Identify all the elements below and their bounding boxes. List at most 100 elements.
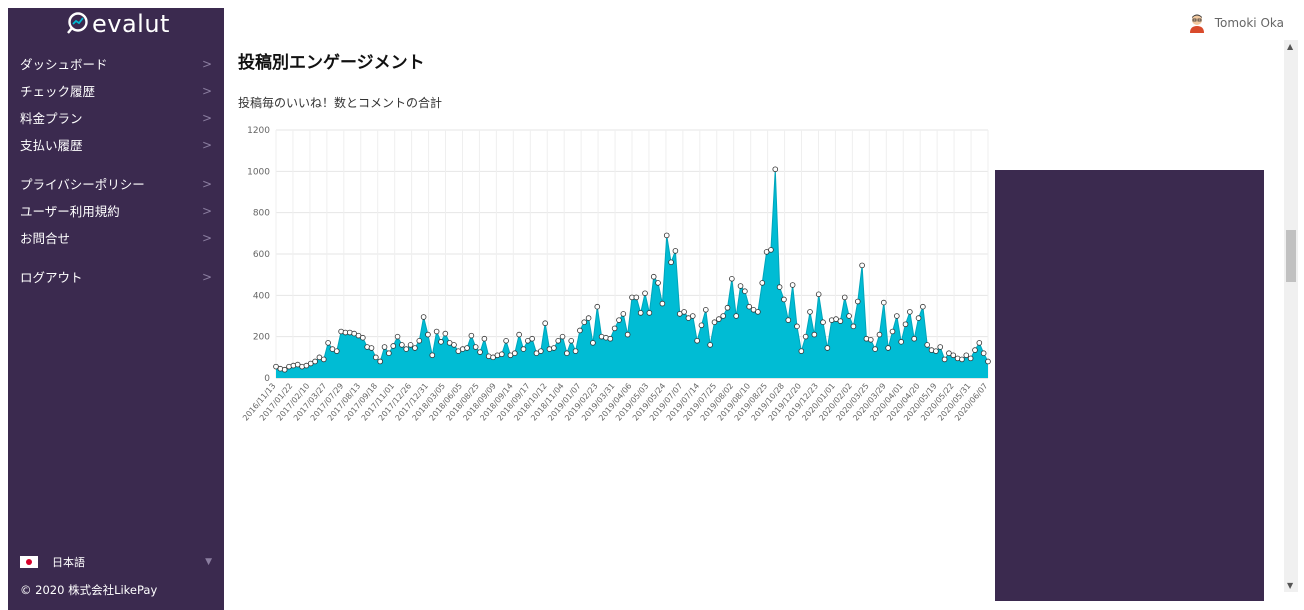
data-point — [399, 342, 405, 348]
scrollbar[interactable]: ▲ ▼ — [1284, 40, 1298, 592]
data-point — [529, 335, 535, 342]
y-tick-label: 400 — [253, 291, 270, 301]
scroll-down-icon[interactable]: ▼ — [1287, 581, 1294, 590]
data-point — [720, 313, 726, 319]
sidebar-item-privacy-policy[interactable]: プライバシーポリシー > — [8, 170, 224, 197]
ad-block — [995, 170, 1264, 601]
data-point — [555, 338, 562, 344]
data-point — [325, 340, 331, 346]
data-point — [772, 166, 779, 173]
data-point — [568, 338, 575, 344]
data-point — [381, 344, 388, 350]
data-point — [498, 351, 505, 358]
y-tick-label: 600 — [253, 250, 270, 260]
sidebar-nav: ダッシュボード > チェック履歴 > 料金プラン > 支払い履歴 > プライバシ… — [8, 50, 224, 290]
data-point — [716, 316, 722, 322]
sidebar-item-dashboard[interactable]: ダッシュボード > — [8, 50, 224, 77]
chevron-right-icon: > — [201, 176, 212, 191]
data-point — [524, 338, 531, 344]
chevron-right-icon: > — [201, 56, 212, 71]
data-point — [837, 318, 844, 324]
data-point — [281, 366, 288, 373]
data-point — [663, 232, 670, 239]
data-point — [642, 290, 648, 297]
chevron-right-icon: > — [201, 269, 212, 284]
data-point — [394, 333, 401, 340]
data-point — [937, 344, 944, 350]
data-point — [794, 323, 800, 330]
data-point — [924, 342, 931, 348]
logo-icon — [67, 12, 88, 34]
data-point — [707, 342, 713, 348]
data-point — [438, 339, 444, 345]
y-tick-label: 200 — [253, 333, 270, 343]
sidebar-item-pricing[interactable]: 料金プラン > — [8, 104, 224, 131]
y-tick-label: 800 — [253, 209, 270, 219]
data-point — [859, 262, 865, 269]
logo[interactable]: evalut — [66, 8, 170, 40]
scroll-up-icon[interactable]: ▲ — [1287, 42, 1294, 51]
language-selector[interactable]: 日本語 ▼ — [20, 554, 212, 570]
data-point — [694, 338, 700, 344]
scrollbar-thumb[interactable] — [1286, 230, 1296, 282]
data-point — [972, 347, 978, 353]
data-point — [746, 303, 753, 310]
data-point — [464, 345, 470, 351]
data-point — [551, 345, 557, 351]
sidebar-item-label: ログアウト — [20, 270, 83, 285]
data-point — [407, 342, 414, 348]
data-point — [676, 311, 683, 317]
data-point — [729, 276, 735, 282]
data-point — [607, 335, 614, 342]
avatar-icon — [1189, 14, 1204, 33]
data-point — [798, 348, 805, 354]
nav-divider — [8, 251, 224, 263]
nav-divider — [8, 158, 224, 170]
data-point — [920, 303, 926, 310]
data-point — [403, 346, 410, 352]
data-point — [511, 350, 518, 357]
data-point — [646, 310, 653, 316]
sidebar-item-label: チェック履歴 — [20, 84, 96, 99]
user-name: Tomoki Oka — [1214, 16, 1284, 30]
data-point — [781, 296, 787, 303]
data-point — [520, 346, 527, 352]
data-point — [386, 350, 392, 357]
data-point — [833, 316, 839, 322]
data-point — [446, 340, 453, 346]
data-point — [850, 323, 857, 330]
data-point — [959, 356, 965, 363]
data-point — [637, 310, 644, 316]
data-point — [633, 294, 640, 301]
data-point — [412, 345, 418, 351]
sidebar-item-payment-history[interactable]: 支払い履歴 > — [8, 131, 224, 158]
sidebar-item-contact[interactable]: お問合せ > — [8, 224, 224, 251]
data-point — [963, 352, 970, 359]
data-point — [572, 348, 579, 354]
caret-down-icon: ▼ — [205, 557, 212, 567]
data-point — [980, 350, 987, 357]
data-point — [898, 339, 904, 345]
data-point — [472, 344, 479, 350]
sidebar-item-logout[interactable]: ログアウト > — [8, 263, 224, 290]
data-point — [538, 348, 544, 354]
data-point — [750, 307, 757, 313]
data-point — [425, 331, 431, 338]
data-point — [941, 356, 948, 363]
data-point — [320, 356, 327, 363]
user-menu[interactable]: Tomoki Oka — [1187, 13, 1284, 33]
chart-subtitle: 投稿毎のいいね！数とコメントの合計 — [238, 96, 443, 110]
sidebar-item-check-history[interactable]: チェック履歴 > — [8, 77, 224, 104]
data-point — [685, 315, 692, 321]
data-point — [759, 280, 766, 286]
data-point — [620, 311, 627, 317]
data-point — [533, 350, 540, 357]
chevron-right-icon: > — [201, 137, 212, 152]
data-point — [490, 354, 496, 361]
data-point — [711, 319, 718, 326]
data-point — [442, 330, 449, 337]
data-point — [516, 331, 522, 338]
data-point — [303, 362, 310, 369]
data-point — [737, 283, 744, 289]
sidebar-item-terms[interactable]: ユーザー利用規約 > — [8, 197, 224, 224]
